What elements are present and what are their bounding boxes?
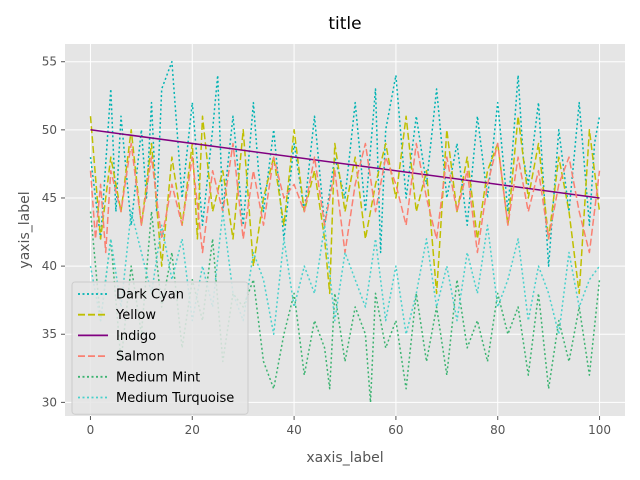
y-tick-label: 35 [42, 327, 57, 341]
x-tick-label: 100 [588, 423, 611, 437]
y-tick-label: 50 [42, 123, 57, 137]
x-axis-label: xaxis_label [306, 450, 383, 466]
x-tick-label: 40 [286, 423, 301, 437]
series-line-salmon [89, 142, 601, 254]
legend: Dark Cyan Yellow Indigo Salmon Medium Mint Me… [71, 281, 249, 415]
y-tick-label: 30 [42, 395, 57, 409]
series-group [89, 60, 601, 404]
x-tick-label: 60 [388, 423, 403, 437]
y-tick-label: 55 [42, 55, 57, 69]
y-tick-label: 40 [42, 259, 57, 273]
legend-box [71, 281, 249, 415]
chart-title: title [328, 14, 361, 34]
y-tick-label: 45 [42, 191, 57, 205]
series-line-yellow [89, 115, 601, 295]
x-tick-label: 0 [87, 423, 95, 437]
y-axis-label: yaxis_label [17, 191, 33, 268]
tick-labels: 0 20 40 60 80 100 30 35 40 45 50 55 [42, 55, 611, 437]
legend-label-yellow: Yellow [115, 308, 156, 323]
x-tick-label: 80 [490, 423, 505, 437]
legend-label-salmon: Salmon [116, 350, 165, 365]
x-tick-label: 20 [185, 423, 200, 437]
legend-label-medium-mint: Medium Mint [116, 370, 200, 385]
legend-label-medium-turquoise: Medium Turquoise [116, 391, 234, 406]
legend-label-dark-cyan: Dark Cyan [116, 288, 184, 303]
series-line-medium-turquoise [89, 210, 601, 335]
series-line-indigo [90, 129, 600, 199]
legend-label-indigo: Indigo [116, 329, 156, 344]
